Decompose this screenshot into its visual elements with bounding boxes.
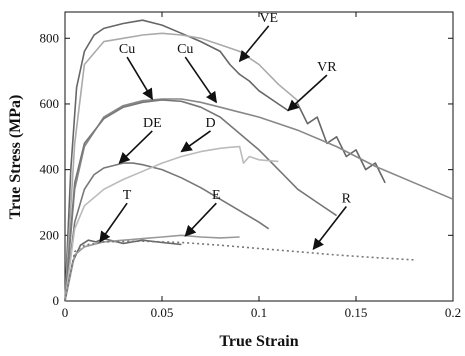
annotation-arrow xyxy=(184,202,217,237)
series-line-cu-3 xyxy=(64,99,338,302)
y-tick-label: 800 xyxy=(40,30,60,45)
annotation-label: R xyxy=(342,191,352,206)
annotation-arrow xyxy=(238,25,270,63)
series-line-ve-0 xyxy=(64,19,386,302)
series-lines xyxy=(64,19,454,302)
annotation-label: D xyxy=(205,116,215,131)
annotation-label: Cu xyxy=(177,42,193,57)
series-line-vr-1 xyxy=(64,32,299,302)
annotation-arrow xyxy=(312,205,347,250)
annotation-arrow xyxy=(99,202,128,243)
x-ticks: 0 0.05 0.1 0.15 0.2 xyxy=(62,12,461,320)
annotation-arrow xyxy=(184,56,217,104)
annotation-label: Cu xyxy=(119,42,135,57)
annotation-arrow xyxy=(287,74,328,112)
annotation-arrow xyxy=(180,130,211,153)
y-tick-label: 0 xyxy=(53,293,60,308)
series-line-de-4 xyxy=(64,162,270,302)
x-tick-label: 0.05 xyxy=(151,305,174,320)
x-tick-label: 0.2 xyxy=(445,305,461,320)
y-tick-label: 200 xyxy=(40,227,60,242)
annotation-label: T xyxy=(123,188,132,203)
x-tick-label: 0 xyxy=(62,305,69,320)
annotations: VE VR Cu Cu DE D T E R xyxy=(99,11,352,250)
annotation-label: DE xyxy=(143,116,162,131)
y-ticks: 0 200 400 600 800 xyxy=(40,30,453,308)
y-tick-label: 600 xyxy=(40,96,60,111)
series-line-d-5 xyxy=(64,145,279,302)
x-tick-label: 0.1 xyxy=(251,305,267,320)
x-tick-label: 0.15 xyxy=(345,305,368,320)
y-axis-label: True Stress (MPa) xyxy=(7,95,24,220)
annotation-label: E xyxy=(212,188,221,203)
series-line-r-8 xyxy=(64,240,415,302)
annotation-arrow xyxy=(118,130,153,164)
annotation-arrow xyxy=(126,56,153,100)
y-tick-label: 400 xyxy=(40,162,60,177)
annotation-label: VE xyxy=(259,11,278,26)
annotation-label: VR xyxy=(317,60,337,75)
series-line-e-7 xyxy=(64,234,240,302)
x-axis-label: True Strain xyxy=(219,333,298,350)
